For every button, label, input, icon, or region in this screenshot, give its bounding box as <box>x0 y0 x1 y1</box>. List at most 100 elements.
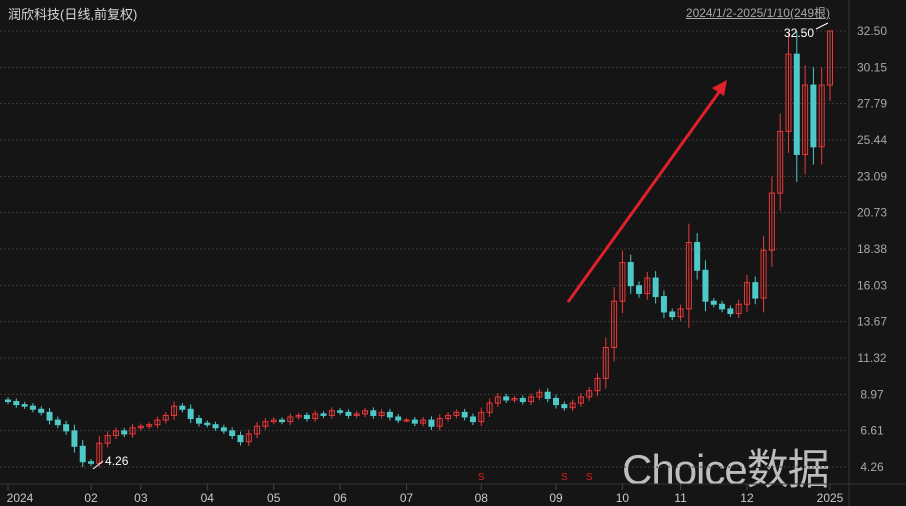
candle-body <box>694 242 701 271</box>
trend-arrow-head <box>712 80 727 96</box>
y-tick-label: 16.03 <box>857 278 887 292</box>
candle-body <box>229 430 236 437</box>
y-tick-label: 11.32 <box>857 351 886 365</box>
candle-body <box>469 416 476 423</box>
candle-body <box>453 411 460 416</box>
candle-body <box>660 296 667 313</box>
candle-body <box>768 192 775 251</box>
watermark: Choice数据 <box>622 446 830 493</box>
candle-body <box>212 424 219 429</box>
low-marker-line <box>92 460 104 470</box>
event-marker: S <box>561 472 568 483</box>
candle-body <box>96 442 103 464</box>
y-tick-label: 27.79 <box>857 97 887 111</box>
candle-body <box>195 418 202 424</box>
candle-body <box>112 430 119 437</box>
candle-body <box>827 30 833 86</box>
x-tick-label: 11 <box>674 491 687 505</box>
candle-body <box>743 282 750 305</box>
candle-body <box>320 413 327 416</box>
candle-body <box>486 402 493 413</box>
y-tick-label: 25.44 <box>857 133 887 147</box>
x-tick-label: 07 <box>400 491 414 505</box>
candle-body <box>636 285 643 294</box>
candle-body <box>71 430 78 447</box>
y-tick-label: 32.50 <box>857 24 887 38</box>
x-tick-label: 03 <box>134 491 148 505</box>
candle-body <box>669 311 676 318</box>
candle-body <box>353 413 360 416</box>
event-marker: S <box>478 472 485 483</box>
trend-arrow-line <box>566 87 724 303</box>
candle-body <box>577 396 584 404</box>
x-tick-label: 10 <box>616 491 630 505</box>
candle-body <box>719 303 726 310</box>
candle-body <box>79 445 86 463</box>
candle-body <box>494 396 501 404</box>
candle-body <box>561 404 568 409</box>
candle-body <box>386 411 393 418</box>
candle-body <box>104 435 111 444</box>
candle-body <box>312 413 319 420</box>
candle-body <box>46 411 53 421</box>
candle-body <box>279 419 285 423</box>
candle-body <box>461 411 468 418</box>
candle-body <box>611 300 618 349</box>
candle-body <box>503 396 510 401</box>
candle-body <box>553 397 559 406</box>
candle-body <box>403 419 410 422</box>
candle-body <box>287 416 294 423</box>
date-range-link[interactable]: 2024/1/2-2025/1/10(249根) <box>685 6 830 20</box>
y-tick-label: 23.09 <box>857 169 887 183</box>
candle-body <box>370 410 377 416</box>
candle-body <box>245 433 252 443</box>
y-tick-label: 8.97 <box>860 387 884 401</box>
candle-body <box>428 419 435 427</box>
candle-body <box>478 411 485 423</box>
candle-body <box>378 411 385 416</box>
candle-body <box>544 391 551 399</box>
y-tick-label: 6.61 <box>860 424 884 438</box>
candle-body <box>702 269 709 302</box>
candle-body <box>793 53 800 156</box>
candle-body <box>594 377 601 392</box>
candle-body <box>295 414 302 418</box>
x-tick-label: 05 <box>267 491 281 505</box>
event-marker: S <box>586 472 593 483</box>
candle-body <box>528 396 535 403</box>
candle-body <box>677 308 684 318</box>
x-tick-label: 08 <box>475 491 489 505</box>
candle-body <box>328 410 335 416</box>
candle-body <box>644 277 651 294</box>
candle-body <box>411 419 418 424</box>
candle-body <box>237 435 244 443</box>
x-tick-label: 2025 <box>817 491 844 505</box>
candle-body <box>179 405 186 410</box>
candle-body <box>362 410 369 415</box>
candle-body <box>262 421 269 427</box>
candle-body <box>727 308 734 315</box>
candle-body <box>220 427 227 432</box>
x-tick-label: 09 <box>549 491 563 505</box>
y-tick-label: 13.67 <box>857 315 887 329</box>
candle-body <box>88 461 95 464</box>
candle-body <box>627 262 634 287</box>
x-tick-label: 2024 <box>7 491 34 505</box>
y-tick-label: 4.26 <box>860 460 884 474</box>
candle-body <box>63 424 70 432</box>
candle-body <box>602 347 609 379</box>
candle-body <box>536 391 543 398</box>
candle-body <box>818 84 825 148</box>
candle-body <box>303 414 310 420</box>
candle-body <box>777 130 784 194</box>
candle-body <box>569 402 576 409</box>
y-tick-label: 20.73 <box>857 206 887 220</box>
candle-body <box>619 262 626 302</box>
candle-body <box>337 410 344 413</box>
candle-body <box>652 277 659 298</box>
candle-body <box>445 414 452 420</box>
x-tick-label: 02 <box>84 491 98 505</box>
candle-body <box>54 419 61 426</box>
candle-body <box>204 422 211 426</box>
